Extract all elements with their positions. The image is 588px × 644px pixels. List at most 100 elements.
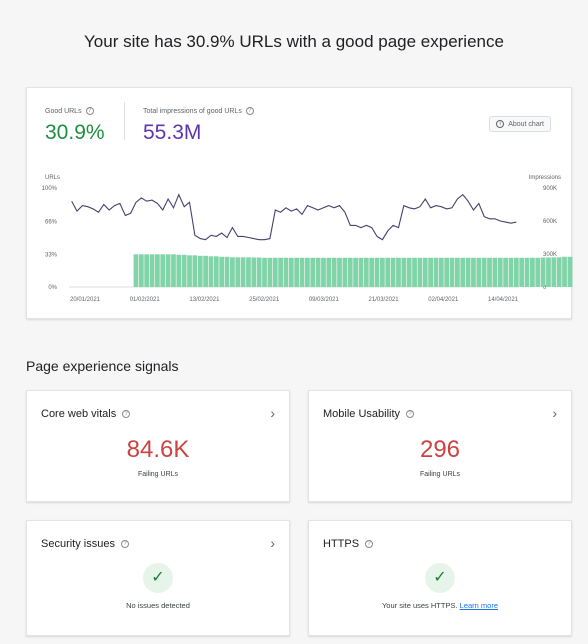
good-urls-bar [551,257,557,287]
good-urls-bar [337,257,342,287]
good-urls-bar [433,257,439,287]
good-urls-bar [230,257,235,287]
help-circle-icon[interactable]: ? [85,107,94,115]
core-web-vitals-card[interactable]: Core web vitals ? › 84.6K Failing URLs [26,390,290,502]
good-urls-bar [176,254,182,287]
good-urls-bar [562,256,567,287]
help-circle-icon[interactable]: ? [120,540,129,548]
impressions-value: 55.3M [143,121,202,144]
good-urls-bar [428,257,433,287]
good-urls-bar [519,257,525,287]
mobile-usability-title: Mobile Usability [323,408,401,420]
chevron-right-icon[interactable]: › [270,405,275,421]
https-card: HTTPS ? ✓ Your site uses HTTPS. Learn mo… [308,520,572,636]
left-axis-title: URLs [45,175,60,181]
good-urls-bar [380,257,385,287]
impressions-metric: Total impressions of good URLs ? 55.3M [143,107,254,145]
good-urls-bar [546,257,551,287]
summary-chart-card: Good URLs ? 30.9% Total impressions of g… [26,87,573,319]
core-web-vitals-sub: Failing URLs [137,471,179,478]
help-circle-icon[interactable]: ? [365,540,374,548]
good-urls-bar [567,256,573,287]
right-tick-label: 0 [543,285,547,291]
x-tick-label: 14/04/2021 [488,297,519,303]
good-urls-bar [315,257,321,287]
good-urls-bar [358,257,364,287]
security-issues-title: Security issues [41,538,115,550]
help-circle-icon[interactable]: ? [245,107,254,115]
info-icon: i [496,120,505,128]
good-urls-bar [278,257,283,287]
left-tick-label: 33% [45,252,58,258]
good-urls-bar [144,254,150,287]
chevron-right-icon[interactable]: › [270,535,275,551]
metric-divider [124,102,125,140]
good-urls-bar [251,257,257,287]
impressions-line [71,193,517,241]
good-urls-label: Good URLs [45,107,82,115]
good-urls-value: 30.9% [45,121,105,144]
good-urls-bar [374,257,380,287]
good-urls-bar [396,257,401,287]
help-circle-icon[interactable]: ? [406,410,415,418]
learn-more-link[interactable]: Learn more [459,601,499,610]
good-urls-bar [535,257,541,287]
mobile-usability-value: 296 [419,436,461,463]
good-urls-bar [460,257,466,287]
good-urls-bar [476,257,482,287]
about-chart-button[interactable]: i About chart [489,116,551,132]
good-urls-bar [283,257,289,287]
help-circle-icon[interactable]: ? [122,410,131,418]
good-urls-bar [487,257,492,287]
good-urls-bar [256,257,262,287]
about-chart-label: About chart [508,120,544,128]
good-urls-bar [240,257,246,287]
left-tick-label: 0% [48,285,57,291]
right-axis-title: Impressions [529,175,561,181]
https-title: HTTPS [323,538,360,550]
good-urls-bar [181,254,187,287]
https-message: Your site uses HTTPS. [381,601,458,610]
good-urls-bar [444,257,450,287]
good-urls-bar [342,257,348,287]
good-urls-bar [321,257,326,287]
good-urls-bar [294,257,300,287]
good-urls-bar [390,257,396,287]
good-urls-bar [417,257,423,287]
good-urls-bar [455,257,460,287]
core-web-vitals-value: 84.6K [126,436,190,463]
good-urls-bar [406,257,412,287]
good-urls-bar [203,255,208,287]
good-urls-bar [138,254,144,287]
security-message: No issues detected [126,601,190,610]
x-tick-label: 01/02/2021 [130,297,161,303]
good-urls-bar [369,257,375,287]
good-urls-bar [267,257,273,287]
good-urls-bar [401,257,407,287]
good-urls-metric: Good URLs ? 30.9% [45,107,105,145]
right-tick-label: 600K [543,219,557,225]
good-urls-bar [165,254,171,287]
good-urls-bar [508,257,514,287]
x-tick-label: 09/03/2021 [309,297,340,303]
good-urls-bar [160,254,166,287]
good-urls-bar [353,257,358,287]
good-urls-bar [449,257,455,287]
good-urls-bar [224,256,230,287]
urls-impressions-chart: URLs Impressions 100% 66% 33% 0% 900K 600K 300K 0… [42,175,573,303]
good-urls-bar [438,257,444,287]
mobile-usability-card[interactable]: Mobile Usability ? › 296 Failing URLs [308,390,572,502]
left-tick-label: 66% [45,220,58,226]
good-urls-bar [363,257,369,287]
right-tick-label: 900K [543,186,557,192]
good-urls-bar [503,257,508,287]
good-urls-bar [524,257,530,287]
good-urls-bar [246,257,251,287]
good-urls-bar [208,256,214,287]
chevron-right-icon[interactable]: › [552,405,557,421]
good-urls-bar [197,255,203,287]
mobile-usability-sub: Failing URLs [419,471,461,478]
good-urls-bar [481,257,487,287]
core-web-vitals-title: Core web vitals [41,408,117,420]
security-issues-card[interactable]: Security issues ? › ✓ No issues detected [26,520,290,636]
